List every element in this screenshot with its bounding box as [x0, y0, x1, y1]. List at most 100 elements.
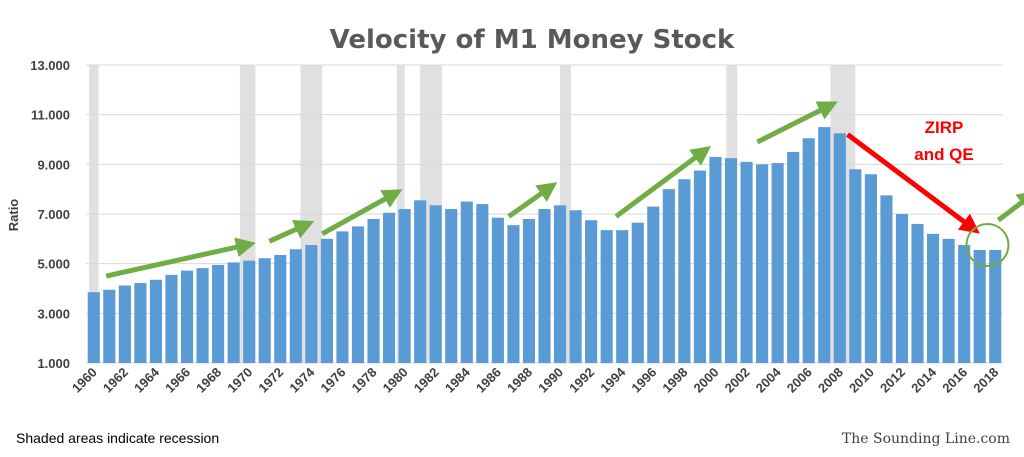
- x-tick-label: 1998: [659, 365, 690, 396]
- bar-2004: [771, 163, 784, 363]
- bar-1997: [662, 189, 675, 363]
- x-tick-label: 1986: [473, 365, 504, 396]
- zirp-annotation-line2: and QE: [914, 145, 974, 164]
- x-tick-label: 1990: [535, 365, 566, 396]
- x-tick-label: 1994: [597, 364, 629, 396]
- y-tick-label: 7.000: [37, 207, 70, 222]
- bar-2014: [926, 233, 940, 363]
- x-tick-label: 2008: [815, 365, 846, 396]
- bar-1976: [336, 231, 349, 363]
- zirp-annotation-line1: ZIRP: [925, 118, 964, 137]
- bar-1988: [522, 218, 536, 363]
- bar-1999: [693, 170, 706, 363]
- y-axis-label: Ratio: [6, 199, 21, 232]
- bar-1969: [227, 262, 240, 363]
- bar-1964: [149, 279, 163, 363]
- zirp-down-arrow: [846, 132, 980, 234]
- x-tick-label: 1992: [566, 365, 597, 396]
- bar-1992: [585, 220, 598, 363]
- bar-1965: [165, 274, 178, 363]
- bar-1985: [476, 204, 489, 363]
- bar-1972: [274, 254, 287, 363]
- y-tick-label: 9.000: [37, 157, 70, 172]
- x-tick-label: 2002: [722, 365, 753, 396]
- bar-1973: [289, 249, 302, 363]
- bar-2010: [864, 174, 877, 363]
- bar-1993: [600, 230, 613, 363]
- trend-arrows: [105, 101, 1024, 279]
- bar-2018: [989, 250, 1002, 363]
- bar-1983: [445, 209, 458, 363]
- bar-1971: [258, 258, 271, 363]
- trend-arrow-up: [321, 189, 403, 237]
- x-tick-label: 2000: [691, 365, 722, 396]
- x-tick-label: 1976: [318, 365, 349, 396]
- bar-2013: [911, 223, 924, 363]
- bar-2017: [973, 250, 986, 363]
- bar-1970: [243, 260, 256, 363]
- bar-1982: [429, 205, 442, 363]
- bar-2000: [709, 156, 722, 363]
- trend-arrow-up: [507, 182, 558, 219]
- x-tick-label: 1988: [504, 365, 535, 396]
- bar-1989: [538, 209, 551, 363]
- highlight-circle: [965, 223, 1010, 268]
- y-tick-label: 1.000: [37, 356, 70, 371]
- x-tick-label: 1960: [69, 365, 100, 396]
- bar-2002: [740, 161, 753, 363]
- bar-2001: [724, 158, 738, 363]
- x-tick-label: 1968: [193, 365, 224, 396]
- bar-1981: [414, 200, 427, 363]
- bar-1975: [320, 238, 333, 363]
- bar-1967: [196, 268, 209, 363]
- source-credit: The Sounding Line.com: [842, 431, 1010, 447]
- bar-2003: [756, 164, 769, 363]
- x-tick-label: 1980: [380, 365, 411, 396]
- bar-1974: [305, 245, 318, 363]
- trend-arrow-up: [996, 190, 1024, 223]
- x-tick-label: 1962: [100, 365, 131, 396]
- trend-arrow-up: [105, 237, 256, 279]
- x-tick-label: 1978: [349, 365, 380, 396]
- bar-1991: [569, 210, 582, 363]
- bar-1978: [367, 218, 380, 363]
- bar-1980: [398, 209, 411, 363]
- bar-1994: [616, 230, 629, 363]
- x-tick-label: 2018: [970, 365, 1001, 396]
- bar-1977: [351, 226, 365, 363]
- bar-1987: [507, 225, 520, 363]
- bar-1984: [460, 201, 473, 363]
- bar-1990: [553, 205, 567, 363]
- x-tick-label: 2010: [846, 365, 877, 396]
- bar-1995: [631, 222, 644, 363]
- bar-1966: [180, 270, 194, 363]
- trend-arrow-up: [268, 220, 315, 244]
- bar-1961: [103, 289, 116, 363]
- x-tick-label: 1970: [224, 365, 255, 396]
- bars: [87, 127, 1002, 363]
- trend-arrow-up: [614, 145, 712, 219]
- x-tick-label: 1966: [162, 365, 193, 396]
- x-tick-label: 2014: [908, 364, 940, 396]
- bar-1962: [118, 285, 131, 363]
- bar-2011: [880, 195, 893, 363]
- bar-2007: [818, 127, 831, 363]
- x-tick-label: 2004: [753, 364, 785, 396]
- y-tick-label: 3.000: [37, 306, 70, 321]
- bar-1998: [678, 179, 691, 363]
- x-tick-label: 1964: [131, 364, 163, 396]
- bar-2006: [802, 138, 815, 363]
- x-tick-label: 1982: [411, 365, 442, 396]
- bar-2009: [849, 169, 862, 363]
- x-tick-label: 1996: [628, 365, 659, 396]
- bar-1986: [491, 217, 504, 363]
- y-tick-label: 11.000: [31, 108, 70, 123]
- x-tick-label: 1974: [286, 364, 318, 396]
- x-tick-label: 1984: [442, 364, 474, 396]
- recession-footnote: Shaded areas indicate recession: [16, 430, 219, 446]
- bar-2015: [942, 238, 955, 363]
- bar-1996: [647, 206, 660, 363]
- x-tick-label: 2016: [939, 365, 970, 396]
